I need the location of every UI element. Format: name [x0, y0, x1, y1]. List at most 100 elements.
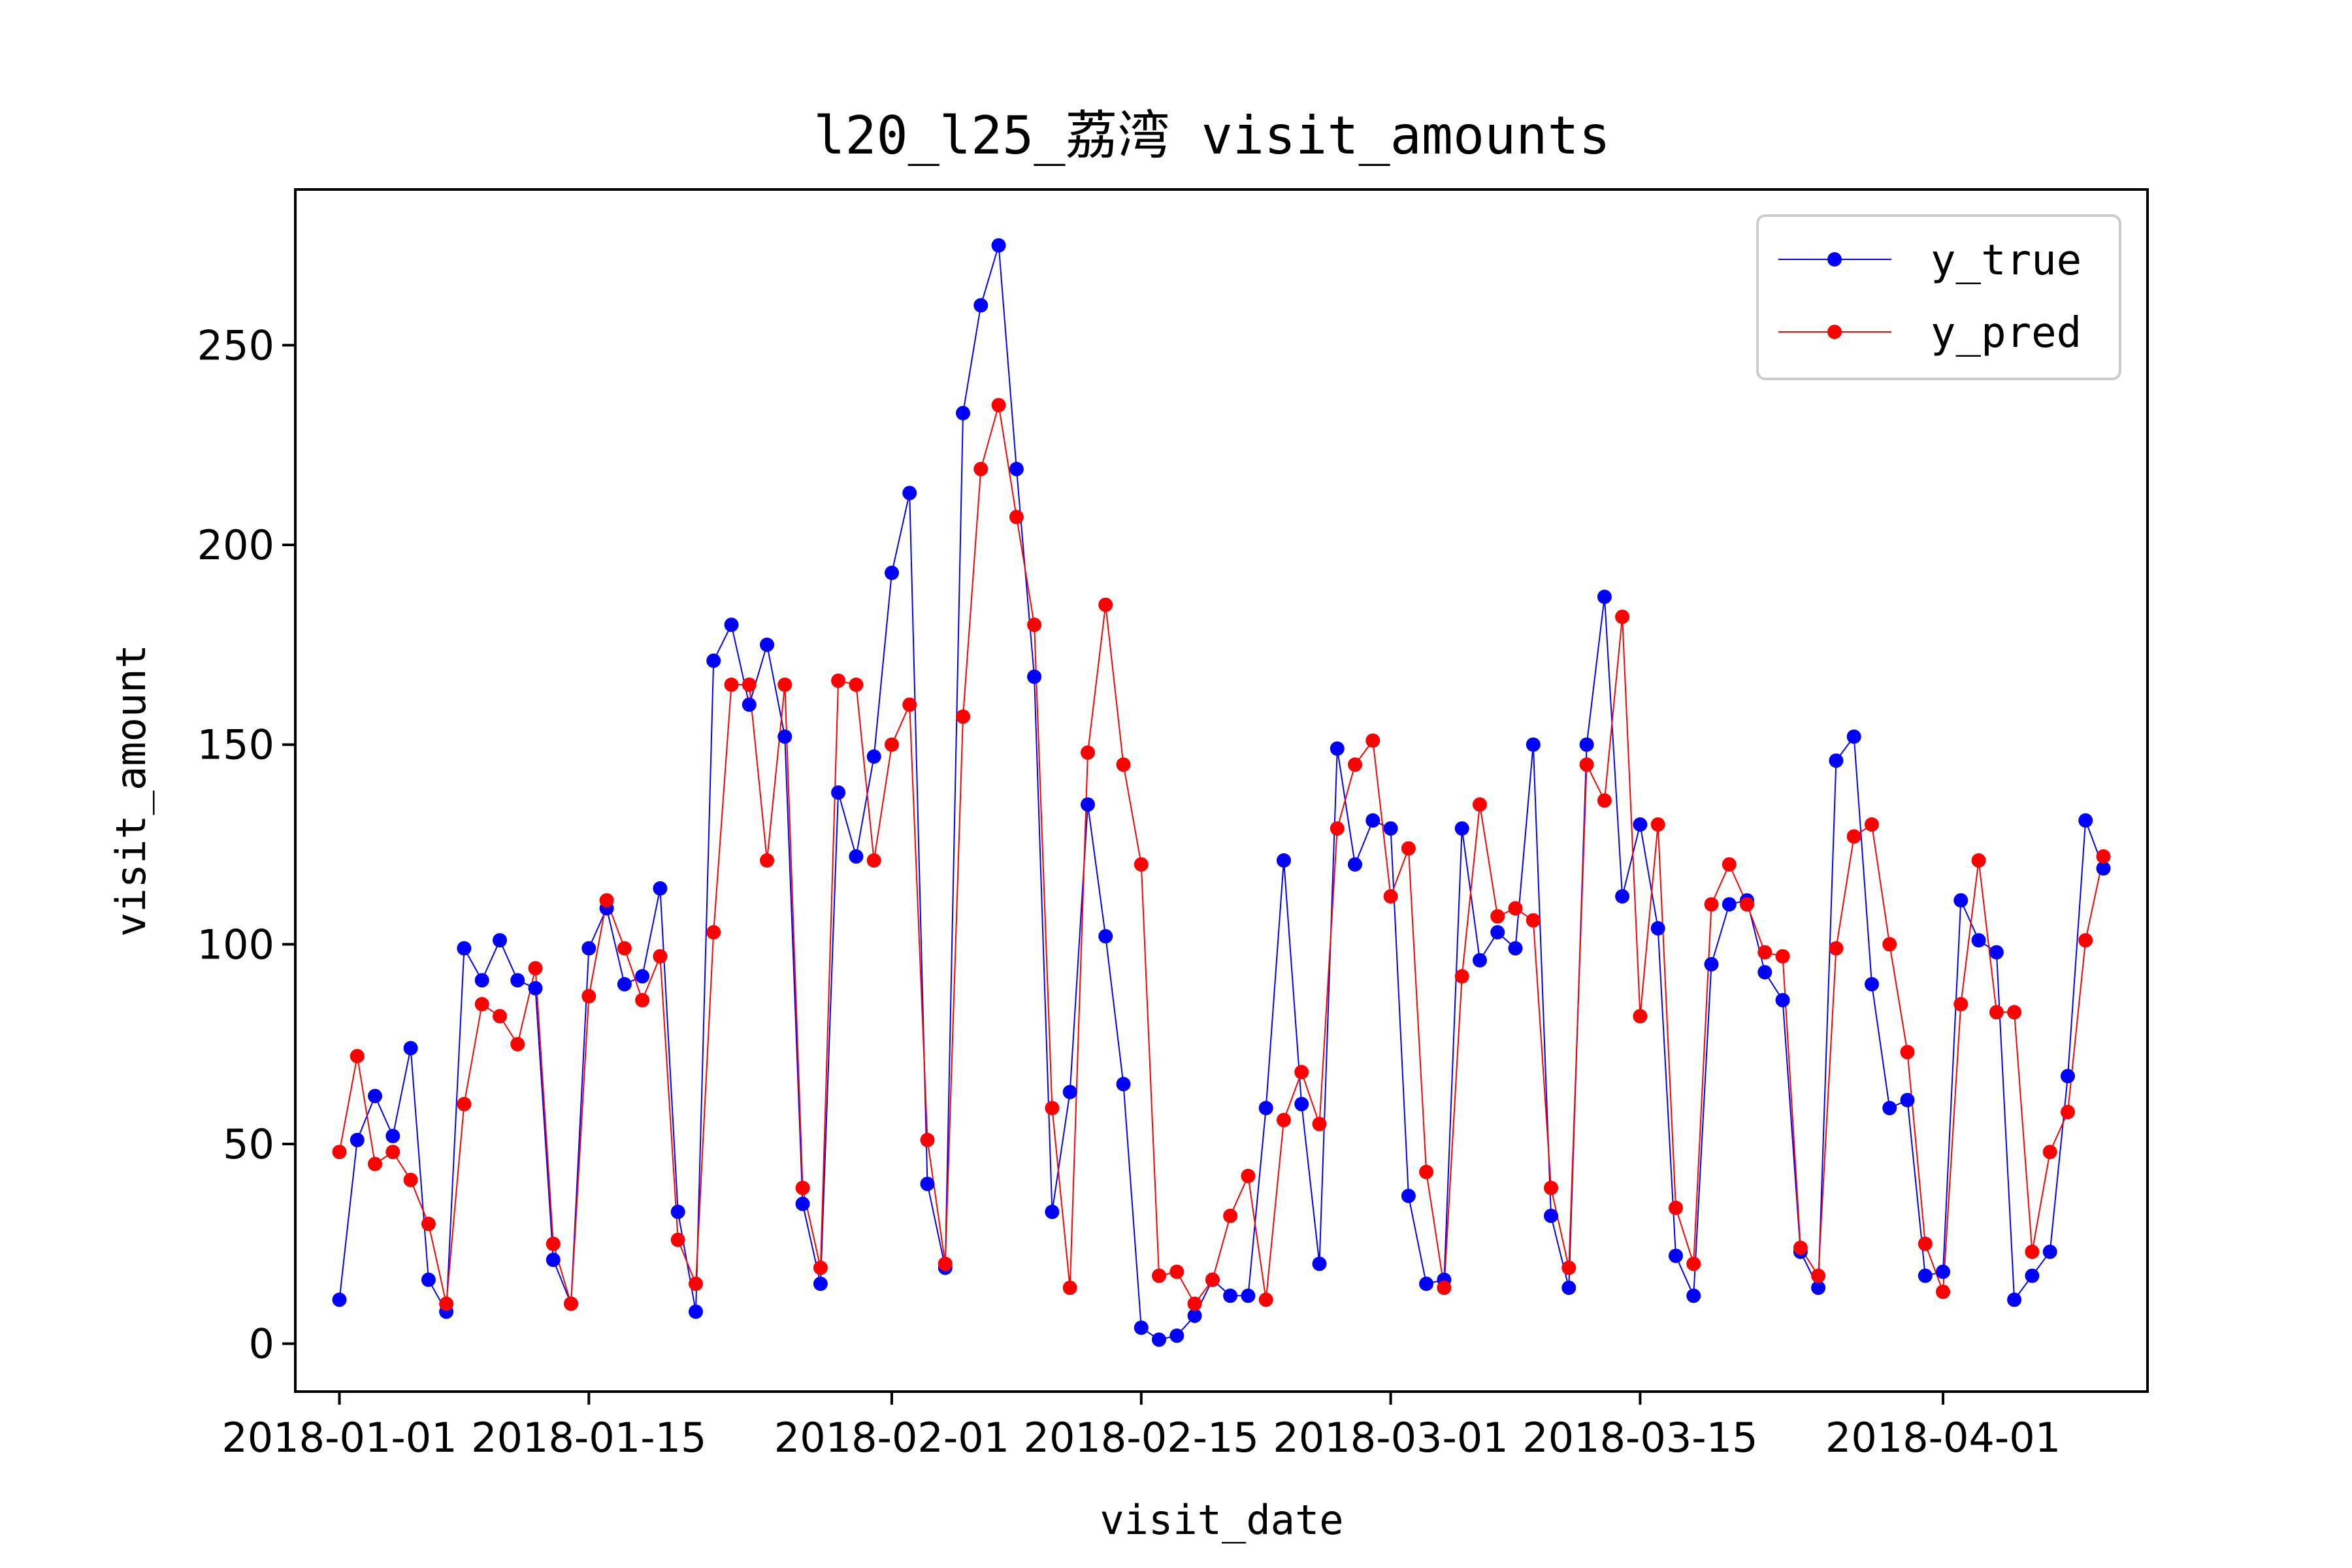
point-y-pred [1650, 817, 1665, 832]
point-y-pred [2078, 933, 2093, 948]
point-y-pred [1134, 857, 1149, 872]
point-y-true [902, 485, 917, 500]
point-y-pred [920, 1132, 935, 1147]
point-y-true [653, 881, 668, 896]
point-y-true [1187, 1308, 1202, 1323]
point-y-pred [1169, 1264, 1184, 1279]
point-y-pred [1473, 797, 1487, 812]
y-tick-label: 100 [197, 921, 274, 968]
point-y-pred [1633, 1009, 1648, 1024]
point-y-pred [938, 1256, 953, 1271]
point-y-true [1223, 1288, 1238, 1303]
point-y-pred [493, 1009, 507, 1024]
point-y-true [1579, 737, 1594, 752]
point-y-true [724, 617, 739, 632]
point-y-true [1508, 941, 1523, 956]
point-y-true [1401, 1188, 1416, 1203]
point-y-pred [617, 941, 632, 956]
point-y-true [1882, 1101, 1897, 1115]
point-y-true [1633, 817, 1648, 832]
point-y-true [493, 933, 507, 948]
point-y-pred [849, 678, 864, 692]
point-y-pred [2025, 1245, 2040, 1259]
point-y-true [332, 1292, 347, 1307]
series-line-y-pred [338, 404, 2104, 1305]
y-axis: 0 50 100 150 200 250 [197, 321, 295, 1368]
point-y-true [1365, 813, 1380, 828]
point-y-pred [1277, 1113, 1291, 1128]
point-y-true [1989, 945, 2004, 960]
point-y-pred [1437, 1281, 1452, 1296]
legend-label-y-pred: y_pred [1931, 309, 2082, 357]
point-y-pred [742, 678, 757, 692]
point-y-true [2096, 861, 2111, 876]
y-tick-label: 250 [197, 321, 274, 369]
y-tick-label: 150 [197, 721, 274, 769]
point-y-pred [1383, 889, 1398, 904]
point-y-true [1829, 753, 1844, 768]
point-y-true [706, 653, 721, 668]
x-tick-label: 2018-02-01 [774, 1414, 1009, 1462]
point-y-pred [1348, 757, 1362, 772]
legend: y_true y_pred [1756, 214, 2121, 380]
point-y-true [2042, 1245, 2057, 1259]
point-y-pred [421, 1217, 436, 1232]
point-y-true [1045, 1204, 1060, 1219]
point-y-true [1615, 889, 1630, 904]
point-y-true [760, 637, 774, 652]
point-y-true [1936, 1264, 1950, 1279]
point-y-pred [2042, 1145, 2057, 1160]
point-y-true [1971, 933, 1986, 948]
point-y-pred [1597, 793, 1612, 808]
point-y-true [1865, 977, 1879, 992]
point-y-true [1241, 1288, 1256, 1303]
point-y-true [1027, 669, 1042, 684]
point-y-true [528, 981, 543, 996]
point-y-true [1526, 737, 1541, 752]
point-y-pred [1793, 1240, 1808, 1255]
point-y-true [1669, 1249, 1683, 1264]
series-line-y-true [338, 245, 2104, 1341]
point-y-true [2061, 1069, 2075, 1084]
point-y-pred [706, 925, 721, 939]
point-y-true [1330, 741, 1345, 756]
x-tick-label: 2018-02-15 [1024, 1414, 1259, 1462]
y-axis-label: visit_amount [107, 644, 155, 937]
point-y-true [457, 941, 472, 956]
point-y-pred [1918, 1236, 1933, 1251]
point-y-true [670, 1204, 685, 1219]
legend-marker-y-true [1827, 252, 1842, 267]
point-y-true [421, 1272, 436, 1287]
point-y-true [689, 1304, 703, 1319]
legend-box [1756, 214, 2121, 380]
point-y-pred [1757, 945, 1772, 960]
point-y-true [350, 1132, 365, 1147]
point-y-pred [368, 1156, 382, 1171]
point-y-pred [1365, 733, 1380, 748]
point-y-true [1953, 893, 1968, 908]
point-y-pred [795, 1181, 810, 1196]
point-y-pred [599, 893, 614, 908]
plot-frame [294, 188, 2149, 1393]
point-y-pred [1490, 909, 1505, 924]
point-y-pred [1865, 817, 1879, 832]
point-y-pred [1098, 597, 1113, 612]
point-y-pred [546, 1236, 561, 1251]
point-y-pred [760, 853, 774, 868]
point-y-pred [1009, 510, 1024, 525]
point-y-true [403, 1041, 418, 1056]
point-y-true [546, 1252, 561, 1267]
point-y-true [1544, 1209, 1558, 1223]
point-y-true [2078, 813, 2093, 828]
point-y-true [1098, 929, 1113, 944]
point-y-true [813, 1277, 828, 1291]
point-y-true [831, 785, 846, 800]
point-y-pred [1223, 1209, 1238, 1223]
point-y-pred [1544, 1181, 1558, 1196]
point-y-pred [1027, 617, 1042, 632]
point-y-true [885, 565, 899, 580]
point-y-true [635, 969, 650, 984]
point-y-true [368, 1088, 382, 1103]
point-y-pred [689, 1277, 703, 1291]
point-y-true [973, 298, 988, 313]
